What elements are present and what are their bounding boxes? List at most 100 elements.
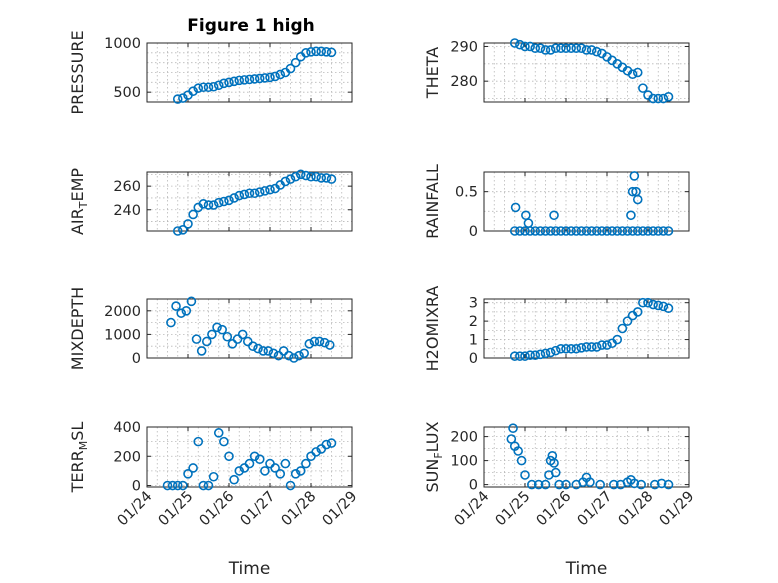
- axes-frame: [146, 171, 353, 232]
- data-point: [597, 340, 607, 350]
- data-point: [653, 226, 664, 236]
- data-point: [561, 226, 571, 236]
- data-point: [254, 187, 265, 197]
- data-point: [232, 334, 243, 344]
- data-point: [167, 480, 178, 491]
- data-point: [280, 176, 291, 187]
- data-point: [248, 341, 258, 352]
- figure-title: Figure 1 high: [187, 16, 315, 36]
- data-point: [533, 479, 544, 490]
- data-point: [283, 350, 294, 361]
- y-axis-label: AIRTEMP: [68, 168, 90, 235]
- data-point: [515, 39, 525, 50]
- y-tick-label: 2: [469, 314, 478, 330]
- data-point: [586, 45, 597, 55]
- y-tick-label: 1: [469, 333, 478, 349]
- data-point: [196, 346, 207, 356]
- data-point: [254, 454, 265, 464]
- data-point: [306, 171, 316, 182]
- data-point: [626, 210, 636, 221]
- data-point: [656, 478, 667, 489]
- data-point: [260, 186, 270, 196]
- data-point: [591, 342, 602, 352]
- data-point: [653, 93, 664, 104]
- data-point: [535, 349, 546, 360]
- y-tick-label: 2000: [104, 304, 141, 320]
- y-tick-label: 400: [113, 420, 141, 436]
- subplot-6: 0 1 2 3 H2OMIXRA: [423, 286, 690, 371]
- data-point: [198, 82, 209, 93]
- data-point: [585, 477, 595, 488]
- data-point: [648, 299, 658, 310]
- data-point: [581, 45, 592, 55]
- data-point: [229, 193, 239, 203]
- y-axis-label: RAINFALL: [423, 164, 442, 239]
- data-point: [571, 343, 582, 354]
- data-point: [311, 171, 321, 182]
- axes-frame: [146, 298, 353, 359]
- data-point: [181, 305, 192, 316]
- data-point: [527, 479, 537, 490]
- data-point: [301, 170, 311, 181]
- data-point: [627, 69, 638, 80]
- data-point: [219, 78, 229, 89]
- data-point: [581, 226, 592, 236]
- data-point: [629, 171, 640, 181]
- data-point: [242, 336, 253, 347]
- data-point: [213, 197, 224, 208]
- y-tick-label: 0: [469, 478, 478, 494]
- data-point: [566, 343, 576, 354]
- data-point: [550, 226, 561, 236]
- data-point: [520, 351, 530, 361]
- data-point: [566, 226, 576, 236]
- data-point: [239, 189, 250, 200]
- data-point: [663, 303, 674, 314]
- data-point: [326, 47, 337, 58]
- subplot-2: 280 290 THETA: [423, 38, 690, 104]
- y-axis-label: SUNFLUX: [423, 421, 445, 492]
- y-axis-label: TERRMSL: [68, 422, 90, 494]
- data-point: [324, 340, 335, 350]
- data-point: [285, 174, 296, 184]
- data-point: [509, 38, 520, 48]
- data-point: [301, 458, 311, 469]
- data-point: [265, 72, 275, 83]
- data-point: [208, 471, 219, 482]
- y-tick-label: 1000: [104, 327, 141, 343]
- data-point: [513, 446, 523, 456]
- data-point: [540, 226, 551, 236]
- data-point: [566, 43, 576, 54]
- data-point: [249, 451, 260, 462]
- data-point: [299, 348, 309, 359]
- data-point: [183, 469, 193, 479]
- data-point: [253, 343, 263, 354]
- data-point: [627, 226, 638, 236]
- data-point: [294, 350, 304, 361]
- data-point: [265, 184, 275, 195]
- data-point: [510, 202, 521, 213]
- data-point: [198, 199, 209, 209]
- data-point: [609, 479, 619, 490]
- data-point: [576, 226, 587, 236]
- data-point: [525, 350, 535, 361]
- data-point: [224, 195, 234, 206]
- y-tick-label: 1000: [104, 36, 141, 52]
- data-point: [321, 439, 332, 450]
- data-point: [576, 343, 587, 353]
- data-point: [530, 350, 541, 361]
- series-points: [506, 423, 674, 490]
- data-point: [571, 43, 582, 54]
- data-point: [586, 226, 597, 236]
- y-tick-label: 500: [113, 85, 141, 101]
- data-point: [617, 226, 628, 236]
- data-point: [632, 226, 643, 236]
- data-point: [520, 226, 530, 236]
- data-point: [280, 458, 291, 469]
- data-point: [172, 480, 183, 491]
- x-axis-label: Time: [228, 559, 271, 579]
- data-point: [290, 469, 301, 479]
- y-tick-label: 200: [113, 449, 141, 465]
- data-point: [285, 63, 296, 74]
